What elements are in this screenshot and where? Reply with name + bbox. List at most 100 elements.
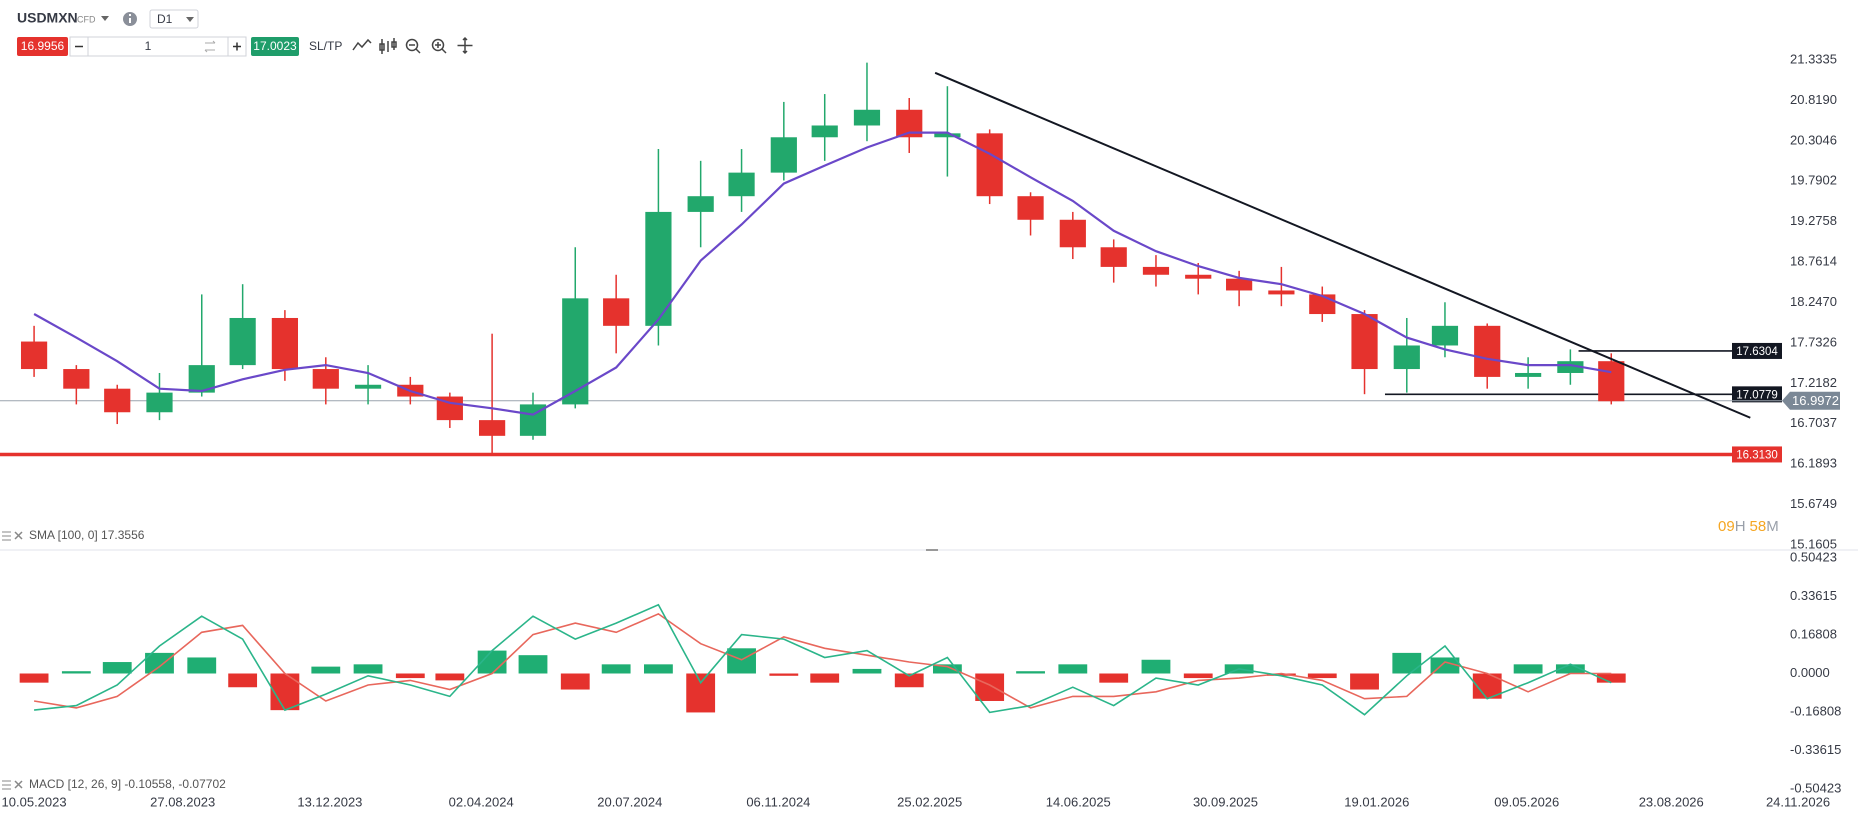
macd-histogram-bar	[560, 673, 590, 690]
candle-body	[1557, 361, 1584, 373]
current-price-label: 16.9972	[1792, 393, 1839, 408]
timeframe-select[interactable]	[149, 9, 199, 29]
candle-body	[562, 298, 589, 405]
candle-body	[63, 369, 90, 389]
candle-body	[271, 317, 299, 370]
symbol[interactable]: USDMXN	[17, 10, 78, 26]
macd-histogram-bar	[1016, 671, 1045, 674]
candle-body	[603, 298, 630, 326]
pan-icon[interactable]	[457, 36, 473, 55]
candle-body	[1017, 196, 1044, 220]
candle-body	[1598, 361, 1625, 402]
macd-histogram-bar	[1141, 659, 1171, 674]
candle-body	[229, 317, 256, 366]
countdown-hour-unit: H	[1735, 518, 1746, 535]
swap-icon	[204, 40, 216, 53]
candle-body	[146, 392, 173, 413]
candle-body	[1059, 219, 1086, 248]
candle-body	[645, 211, 672, 326]
volume: 1	[145, 39, 152, 53]
pane-handle[interactable]	[926, 549, 938, 551]
candle-body	[479, 420, 506, 436]
timeframe: D1	[157, 12, 173, 26]
info-glyph-dot	[129, 14, 131, 16]
y-tick-label: 21.3335	[1790, 51, 1837, 66]
x-tick-label: 06.11.2024	[746, 794, 810, 809]
macd-histogram-bar	[311, 666, 341, 674]
level-label: 17.0779	[1736, 389, 1778, 401]
candle-body	[1268, 290, 1295, 295]
macd-histogram-bar	[353, 664, 383, 674]
y-tick-label: 17.7326	[1790, 334, 1837, 349]
macd-histogram-bar	[228, 673, 258, 688]
y-tick-label: 0.0000	[1790, 665, 1830, 680]
candle-body	[436, 396, 463, 421]
y-tick-label: -0.33615	[1790, 742, 1841, 757]
signal-line	[33, 612, 1612, 709]
x-tick-label: 20.07.2024	[597, 794, 662, 809]
level-tag	[1732, 446, 1782, 463]
sma-legend-close[interactable]	[14, 531, 23, 540]
candle-body	[853, 109, 881, 126]
sma-line	[33, 131, 1612, 416]
level-tag	[1732, 386, 1782, 403]
candle-body	[770, 137, 797, 173]
zoom-out-icon[interactable]	[405, 38, 419, 52]
countdown-minutes: 58	[1750, 518, 1767, 535]
macd-histogram-bar	[769, 673, 799, 676]
macd-histogram-bar	[1596, 673, 1626, 683]
y-tick-label: 19.2758	[1790, 213, 1837, 228]
y-tick-label: 20.3046	[1790, 132, 1837, 147]
y-tick-label: 15.1605	[1790, 536, 1837, 551]
macd-legend: MACD [12, 26, 9] -0.10558, -0.07702	[29, 777, 226, 791]
candle-body	[1474, 325, 1501, 377]
candle-body	[1100, 247, 1127, 267]
x-tick-label: 25.02.2025	[897, 794, 962, 809]
macd-histogram-bar	[187, 657, 217, 674]
instrument-type: CFD	[77, 14, 96, 24]
candle-body	[687, 196, 714, 212]
macd-histogram-bar	[1307, 673, 1337, 679]
sltp-button[interactable]: SL/TP	[309, 39, 342, 53]
current-price-tag	[1782, 391, 1840, 410]
trendline	[934, 71, 1751, 419]
sma-legend: SMA [100, 0] 17.3556	[29, 528, 145, 542]
volume-input[interactable]	[87, 36, 229, 57]
y-tick-label: -0.16808	[1790, 703, 1841, 718]
macd-histogram-bar	[975, 673, 1005, 701]
sell-button[interactable]	[17, 37, 68, 56]
candle-body	[1185, 274, 1212, 279]
macd-histogram-bar	[1099, 673, 1129, 683]
macd-histogram-bar	[61, 671, 91, 674]
macd-histogram-bar	[1555, 664, 1585, 674]
buy-price: 17.0023	[253, 39, 297, 53]
candle-body	[976, 133, 1003, 197]
symbol-dropdown[interactable]	[101, 16, 109, 21]
zoom-in-icon[interactable]	[431, 38, 445, 52]
line-chart-icon[interactable]	[352, 38, 372, 51]
sell-price: 16.9956	[21, 39, 65, 53]
candle-body	[312, 369, 339, 389]
candle-body	[354, 384, 382, 389]
x-tick-label: 27.08.2023	[150, 794, 215, 809]
y-tick-label: 18.2470	[1790, 294, 1837, 309]
zoom-out-glyph	[409, 44, 421, 54]
x-tick-label: 19.01.2026	[1344, 794, 1409, 809]
countdown-minute-unit: M	[1766, 518, 1779, 535]
macd-histogram-bar	[1350, 673, 1379, 690]
candle-body	[728, 172, 755, 197]
macd-histogram-bar	[102, 662, 132, 674]
macd-histogram-bar	[1058, 664, 1088, 674]
sma-legend-menu[interactable]	[2, 531, 11, 541]
macd-histogram-bar	[1513, 664, 1543, 674]
x-tick-label: 09.05.2026	[1494, 794, 1559, 809]
macd-legend-menu[interactable]	[2, 780, 11, 790]
buy-button[interactable]	[251, 37, 299, 56]
level-label: 16.3130	[1736, 449, 1778, 461]
candle-icon[interactable]	[379, 38, 397, 54]
y-tick-label: 19.7902	[1790, 173, 1837, 188]
candle-body	[1142, 266, 1170, 275]
countdown-hours: 09	[1718, 518, 1735, 535]
macd-legend-close[interactable]	[14, 780, 23, 789]
